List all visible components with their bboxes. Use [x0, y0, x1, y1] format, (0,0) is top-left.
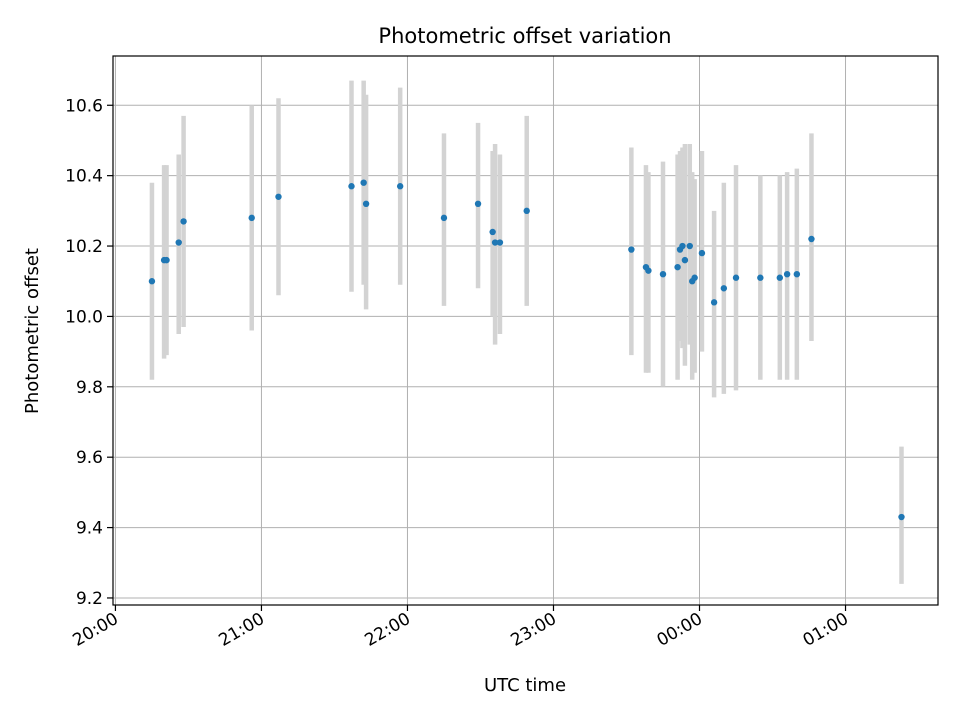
data-point	[489, 228, 496, 236]
data-point	[659, 270, 667, 278]
data-point	[898, 513, 905, 521]
data-point	[686, 242, 693, 250]
x-tick-label: 23:00	[508, 609, 560, 651]
chart-title: Photometric offset variation	[378, 24, 671, 48]
y-axis-ticks: 9.2 9.4 9.6 9.8 10.0 10.2 10.4 10.6	[65, 96, 113, 609]
data-point	[732, 274, 740, 281]
data-point	[496, 239, 504, 246]
data-point	[776, 274, 784, 281]
data-point	[679, 242, 686, 250]
x-tick-label: 20:00	[69, 609, 121, 651]
y-tick-label: 10.4	[65, 167, 103, 187]
y-tick-label: 9.4	[76, 519, 103, 539]
y-tick-label: 10.2	[65, 237, 103, 257]
x-tick-label: 01:00	[800, 609, 852, 651]
data-point	[474, 200, 482, 208]
data-point	[720, 285, 728, 292]
x-tick-label: 21:00	[216, 609, 268, 651]
data-point	[248, 214, 255, 222]
y-tick-label: 9.8	[76, 378, 103, 398]
y-tick-label: 10.6	[65, 96, 103, 116]
data-point	[491, 239, 499, 246]
data-points	[148, 179, 905, 521]
data-point	[523, 207, 530, 215]
data-point	[440, 214, 448, 222]
data-point	[362, 200, 370, 208]
data-point	[175, 239, 182, 246]
data-point	[757, 274, 764, 281]
y-axis-label: Photometric offset	[22, 248, 43, 414]
x-tick-label: 00:00	[654, 609, 706, 651]
data-point	[360, 179, 367, 186]
data-point	[710, 299, 718, 306]
data-point	[148, 278, 156, 285]
data-point	[645, 267, 652, 274]
y-tick-label: 10.0	[65, 307, 103, 327]
data-point	[698, 249, 706, 257]
x-axis-label: UTC time	[484, 675, 566, 696]
plot-frame	[112, 55, 939, 606]
data-point	[783, 270, 791, 278]
x-axis-ticks: 20:00 21:00 22:00 23:00 00:00 01:00	[69, 605, 852, 651]
data-point	[275, 193, 282, 200]
data-point	[180, 218, 187, 225]
x-tick-label: 22:00	[362, 609, 414, 651]
data-point	[674, 263, 681, 271]
data-point	[348, 183, 355, 190]
data-point	[808, 235, 815, 243]
data-point	[681, 256, 689, 264]
y-tick-label: 9.6	[76, 448, 103, 468]
data-point	[691, 274, 698, 281]
data-point	[396, 183, 404, 190]
data-point	[793, 270, 801, 278]
error-bars	[149, 80, 904, 584]
data-point	[163, 256, 170, 264]
y-tick-label: 9.2	[76, 589, 103, 609]
data-point	[628, 246, 635, 253]
